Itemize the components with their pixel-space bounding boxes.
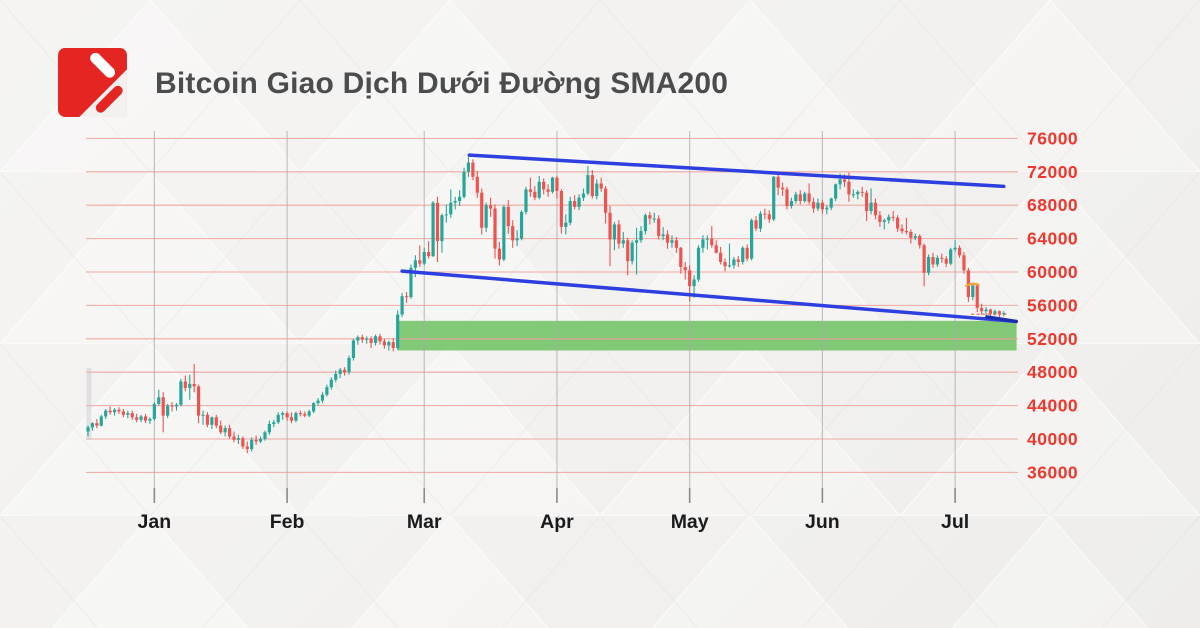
- left-edge-partial-candle: [86, 368, 92, 440]
- x-axis-label: Apr: [540, 511, 574, 533]
- x-axis-label: Feb: [270, 511, 305, 533]
- y-axis-label: 52000: [1027, 329, 1078, 349]
- y-axis-labels: 76000 72000 68000 64000 60000 56000 52000 48000…: [1027, 128, 1078, 482]
- trendline-upper-resistance: [467, 153, 1006, 189]
- y-axis-label: 72000: [1027, 162, 1078, 182]
- x-axis-labels: Jan Feb Mar Apr May Jun Jul: [138, 511, 970, 533]
- y-axis-label: 64000: [1027, 229, 1078, 249]
- brand-logo: [58, 48, 127, 117]
- y-axis-label: 68000: [1027, 195, 1078, 215]
- y-axis-label: 40000: [1027, 429, 1078, 449]
- header: Bitcoin Giao Dịch Dưới Đường SMA200: [56, 46, 728, 119]
- x-axis-label: Mar: [407, 511, 442, 533]
- page-title: Bitcoin Giao Dịch Dưới Đường SMA200: [155, 66, 729, 100]
- y-axis-label: 44000: [1027, 396, 1078, 416]
- support-zone: [397, 320, 1017, 351]
- y-axis-label: 48000: [1027, 362, 1078, 382]
- x-axis-label: Jun: [805, 511, 840, 533]
- trendline-dark-tip: [985, 315, 1018, 324]
- sma200-segment: [965, 282, 980, 287]
- horizontal-gridlines: [86, 137, 1018, 473]
- y-axis-label: 36000: [1027, 462, 1078, 482]
- x-axis-label: Jul: [941, 511, 969, 533]
- y-axis-label: 60000: [1027, 262, 1078, 282]
- logo-white-slash: [90, 52, 116, 78]
- candles: [86, 156, 1006, 454]
- y-axis-label: 76000: [1027, 128, 1078, 148]
- logo-red-slash: [95, 85, 123, 113]
- x-axis-label: Jan: [138, 511, 172, 533]
- x-axis-label: May: [671, 511, 709, 533]
- y-axis-label: 56000: [1027, 295, 1078, 315]
- trendline-lower-support: [400, 269, 1018, 324]
